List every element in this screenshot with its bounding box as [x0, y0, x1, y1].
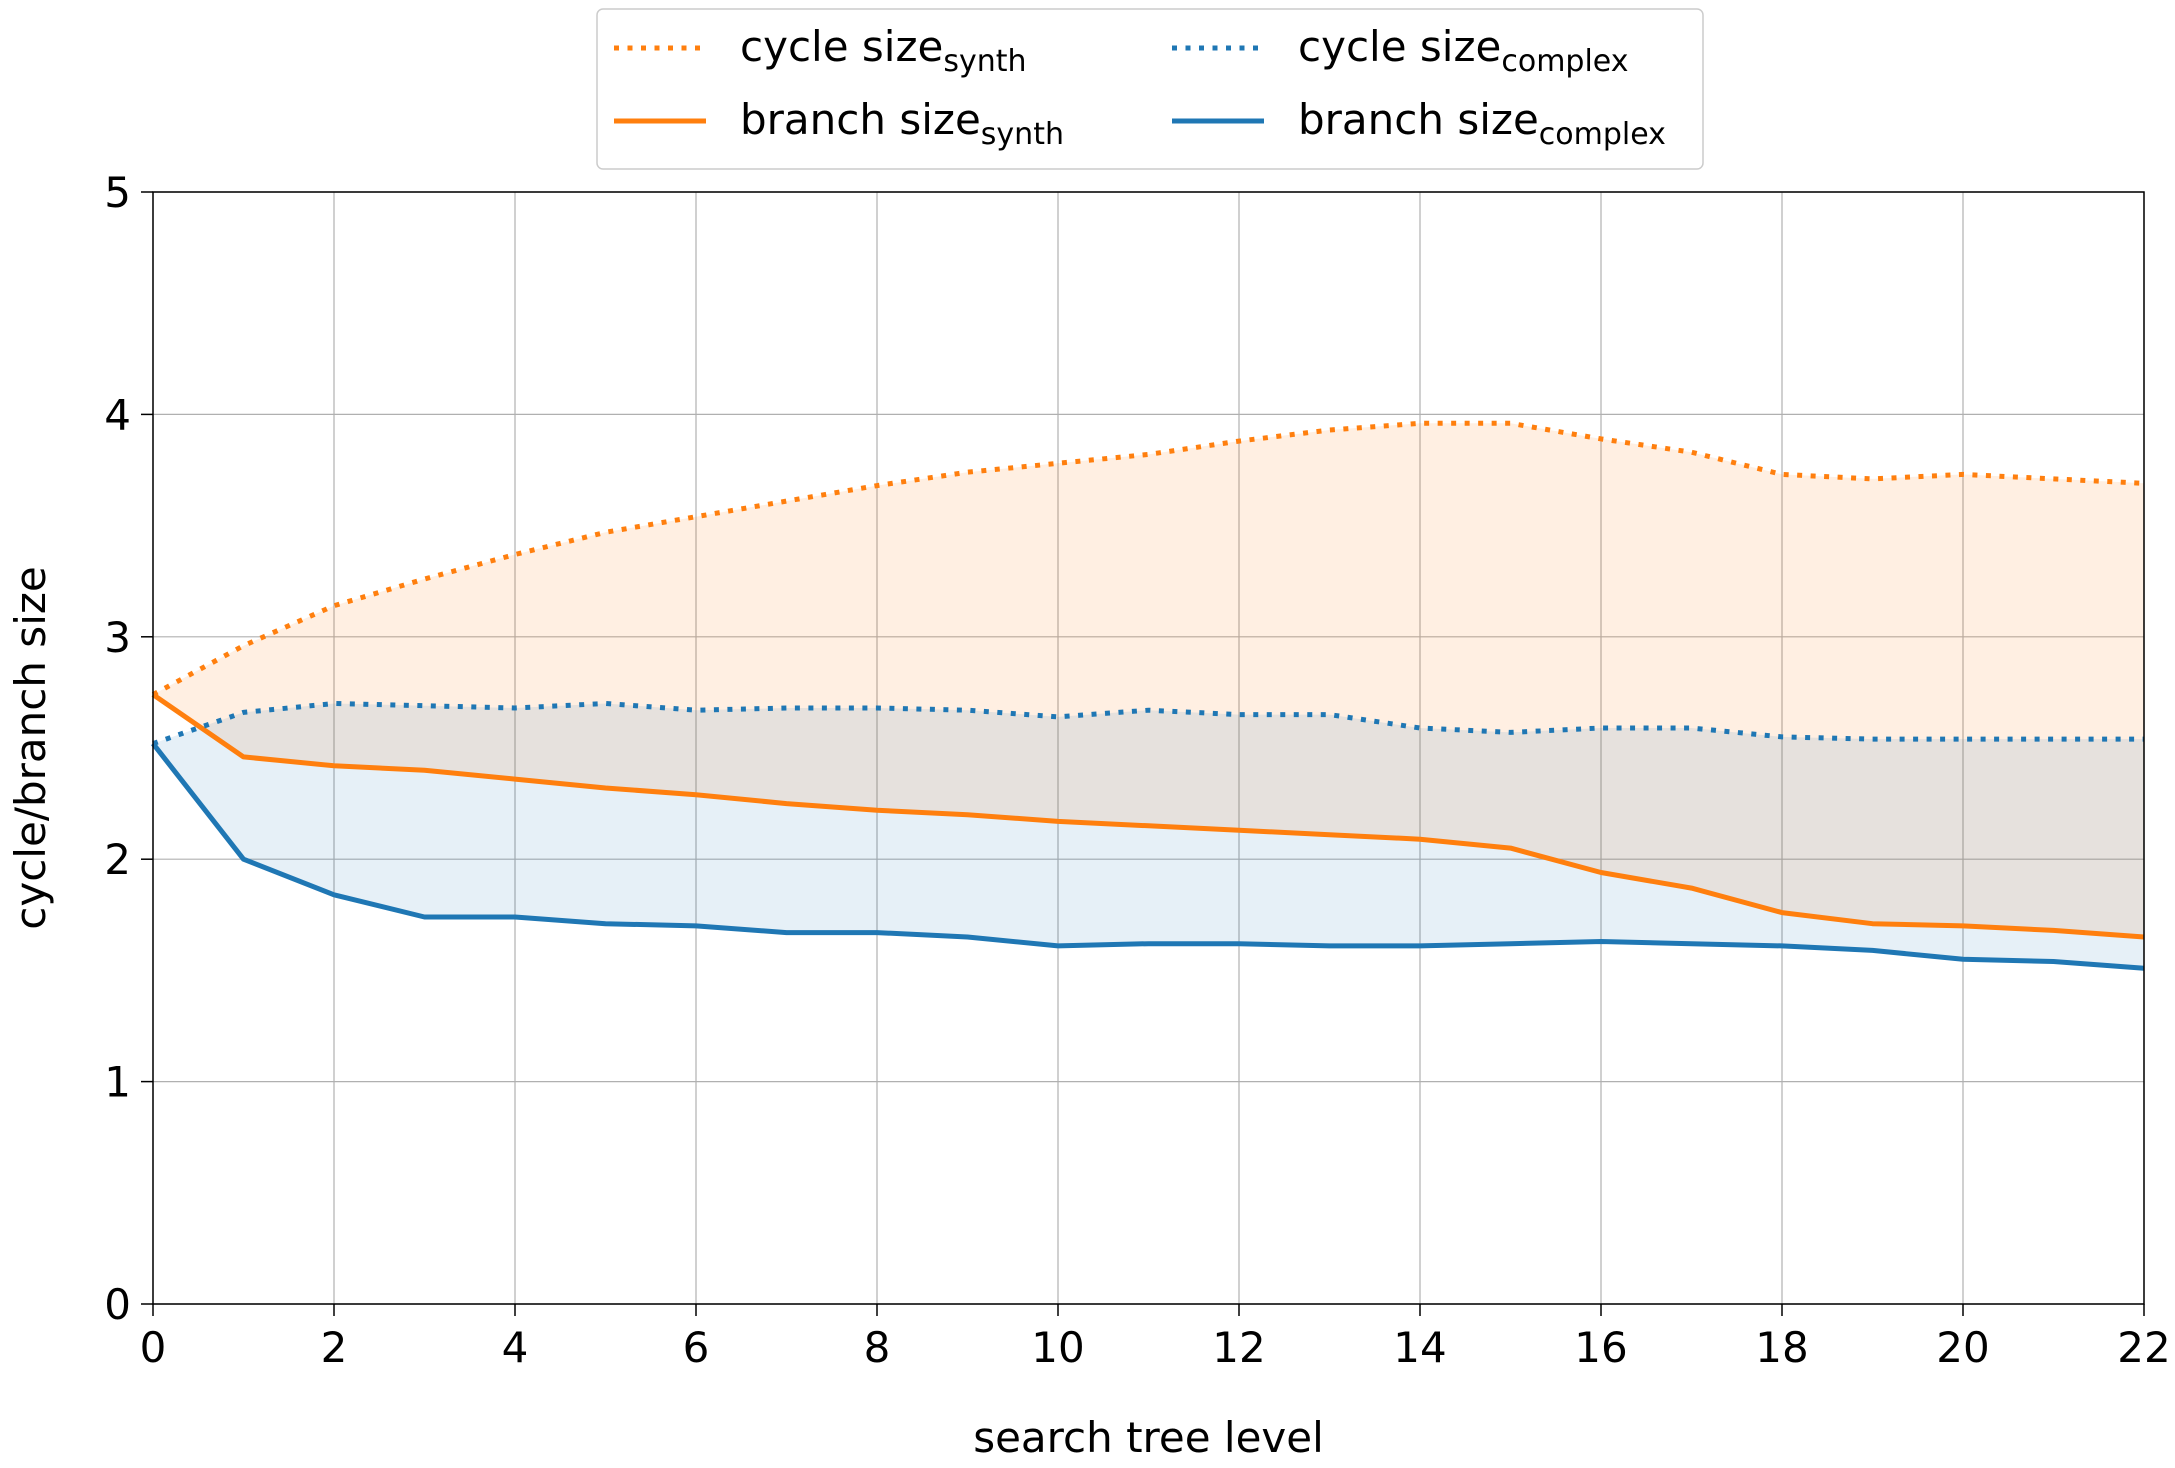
legend-entry-label: cycle sizecomplex — [1298, 22, 1628, 79]
y-tick-label: 5 — [104, 168, 131, 217]
x-axis-label: search tree level — [973, 1413, 1324, 1462]
legend-entry-label: branch sizesynth — [740, 95, 1064, 152]
legend-entry-label: cycle sizesynth — [740, 22, 1027, 79]
y-tick-label: 1 — [104, 1058, 131, 1107]
x-tick-label: 18 — [1755, 1323, 1808, 1372]
series-lines — [151, 420, 2145, 971]
x-tick-label: 12 — [1212, 1323, 1265, 1372]
y-axis-label: cycle/branch size — [6, 566, 55, 929]
series-line — [151, 692, 2145, 940]
x-tick-label: 16 — [1574, 1323, 1627, 1372]
x-tick-label: 4 — [502, 1323, 529, 1372]
x-tick-label: 22 — [2117, 1323, 2170, 1372]
y-tick-label: 4 — [104, 390, 131, 439]
fill-region — [153, 423, 2144, 937]
series-line — [151, 742, 2145, 971]
plot-frame — [152, 191, 2145, 1305]
x-tick-label: 6 — [683, 1323, 710, 1372]
legend: cycle sizesynth cycle sizecomplex branch s… — [596, 8, 1704, 170]
fill-regions — [153, 423, 2144, 969]
x-tick-label: 10 — [1031, 1323, 1084, 1372]
series-line — [152, 701, 2144, 746]
series-line — [151, 420, 2145, 697]
x-tick-label: 20 — [1936, 1323, 1989, 1372]
y-tick-label: 3 — [104, 613, 131, 662]
y-tick-label: 2 — [104, 835, 131, 884]
legend-entry-label: branch sizecomplex — [1298, 95, 1666, 152]
x-tick-label: 0 — [140, 1323, 167, 1372]
legend-box — [596, 8, 1704, 170]
x-tick-label: 8 — [864, 1323, 891, 1372]
x-tick-label: 2 — [321, 1323, 348, 1372]
y-tick-label: 0 — [104, 1280, 131, 1329]
fill-region — [153, 703, 2144, 969]
x-tick-label: 14 — [1393, 1323, 1446, 1372]
